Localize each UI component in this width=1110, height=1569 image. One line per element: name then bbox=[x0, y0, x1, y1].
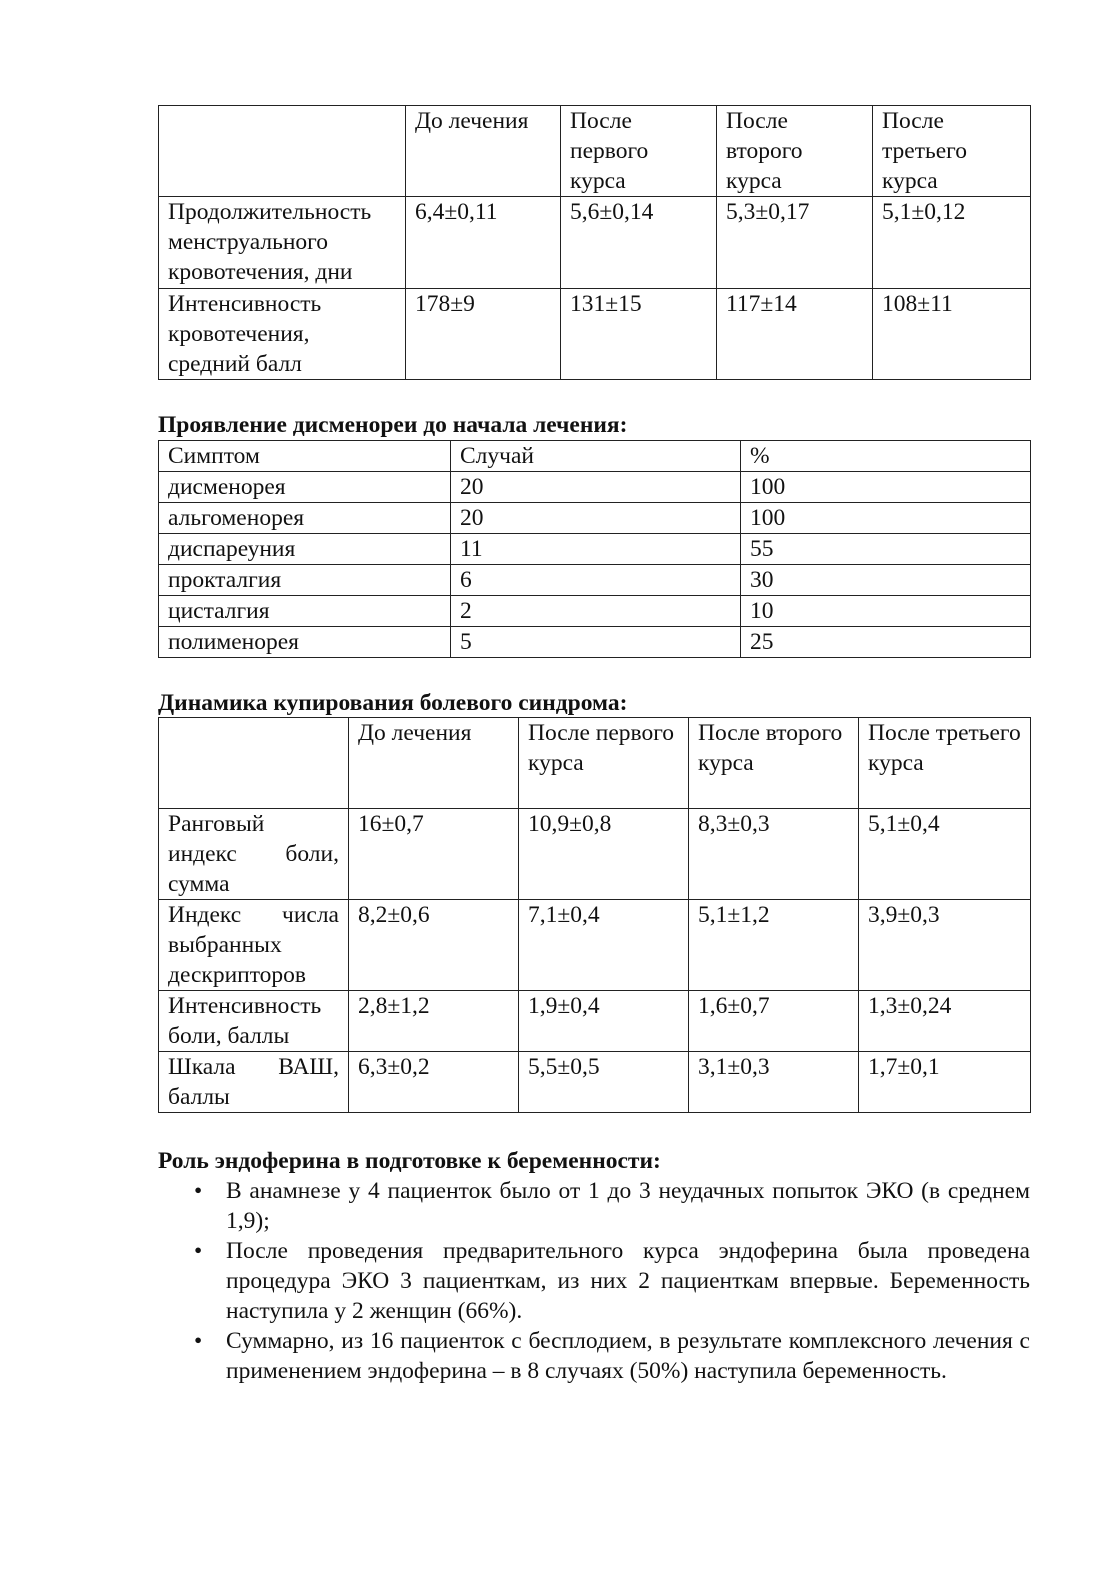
list-item-text: Суммарно, из 16 пациенток с бесплодием, … bbox=[226, 1328, 1030, 1384]
row-label-cell: Интенсивность боли, баллы bbox=[158, 990, 349, 1052]
endoferin-list: • В анамнезе у 4 пациенток было от 1 до 3… bbox=[158, 1176, 1030, 1386]
value-cell: 131±15 bbox=[560, 288, 717, 380]
header-cell: % bbox=[740, 440, 1031, 472]
header-row: До лечения После первого курса После второ… bbox=[158, 717, 1031, 809]
row-label-cell: альгоменорея bbox=[158, 502, 451, 534]
value-cell: 6 bbox=[450, 564, 741, 596]
header-cell: После первого курса bbox=[518, 717, 689, 809]
value-cell: 8,2±0,6 bbox=[348, 899, 519, 991]
endoferin-heading: Роль эндоферина в подготовке к беременно… bbox=[158, 1148, 661, 1174]
header-cell bbox=[158, 105, 406, 197]
table-row: Интенсивность кровотечения, средний балл… bbox=[158, 288, 1031, 380]
bullet-icon: • bbox=[194, 1178, 203, 1204]
value-cell: 100 bbox=[740, 471, 1031, 503]
value-cell: 3,1±0,3 bbox=[688, 1051, 859, 1113]
value-cell: 10 bbox=[740, 595, 1031, 627]
list-item: • В анамнезе у 4 пациенток было от 1 до 3… bbox=[158, 1176, 1030, 1236]
value-cell: 2,8±1,2 bbox=[348, 990, 519, 1052]
list-item-text: После проведения предварительного курса … bbox=[226, 1238, 1030, 1324]
row-label-cell: полименорея bbox=[158, 626, 451, 658]
header-row: Симптом Случай% bbox=[158, 440, 1031, 472]
value-cell: 5,1±0,12 bbox=[872, 196, 1031, 289]
table-row: Интенсивность боли, баллы 2,8±1,2 1,9±0,4 1… bbox=[158, 990, 1031, 1052]
value-cell: 5,6±0,14 bbox=[560, 196, 717, 289]
value-cell: 3,9±0,3 bbox=[858, 899, 1031, 991]
dysmenorrhea-table: Симптом Случай% дисменорея 20 100 альгоменоре… bbox=[158, 440, 1031, 658]
value-cell: 16±0,7 bbox=[348, 808, 519, 900]
list-item-text: В анамнезе у 4 пациенток было от 1 до 3 … bbox=[226, 1178, 1030, 1234]
value-cell: 6,4±0,11 bbox=[405, 196, 561, 289]
value-cell: 10,9±0,8 bbox=[518, 808, 689, 900]
header-row: До лечения После первого курса После второ… bbox=[158, 105, 1031, 197]
dysmenorrhea-heading: Проявление дисменореи до начала лечения: bbox=[158, 412, 628, 438]
value-cell: 1,9±0,4 bbox=[518, 990, 689, 1052]
value-cell: 5,1±0,4 bbox=[858, 808, 1031, 900]
value-cell: 117±14 bbox=[716, 288, 873, 380]
value-cell: 30 bbox=[740, 564, 1031, 596]
value-cell: 5,5±0,5 bbox=[518, 1051, 689, 1113]
table-row: диспареуния 11 55 bbox=[158, 533, 1031, 565]
value-cell: 1,6±0,7 bbox=[688, 990, 859, 1052]
value-cell: 11 bbox=[450, 533, 741, 565]
table-row: цисталгия 2 10 bbox=[158, 595, 1031, 627]
pain-dynamics-table: До лечения После первого курса После второ… bbox=[158, 717, 1031, 1113]
table-row: Шкала ВАШ, баллы 6,3±0,2 5,5±0,5 3,1±0,3 1,7… bbox=[158, 1051, 1031, 1113]
row-label-cell: Интенсивность кровотечения, средний балл bbox=[158, 288, 406, 380]
pain-dynamics-heading: Динамика купирования болевого синдрома: bbox=[158, 690, 628, 716]
value-cell: 5,1±1,2 bbox=[688, 899, 859, 991]
value-cell: 1,7±0,1 bbox=[858, 1051, 1031, 1113]
row-label-cell: дисменорея bbox=[158, 471, 451, 503]
table-row: Ранговый индекс боли, сумма 16±0,7 10,9±0,… bbox=[158, 808, 1031, 900]
row-label-cell: цисталгия bbox=[158, 595, 451, 627]
value-cell: 7,1±0,4 bbox=[518, 899, 689, 991]
header-cell: Симптом bbox=[158, 440, 451, 472]
value-cell: 6,3±0,2 bbox=[348, 1051, 519, 1113]
menstrual-bleeding-table: До лечения После первого курса После второ… bbox=[158, 105, 1031, 380]
header-cell: До лечения bbox=[405, 105, 561, 197]
header-cell: До лечения bbox=[348, 717, 519, 809]
header-cell: После второго курса bbox=[716, 105, 873, 197]
bullet-icon: • bbox=[194, 1328, 203, 1354]
header-cell: Случай bbox=[450, 440, 741, 472]
value-cell: 5,3±0,17 bbox=[716, 196, 873, 289]
value-cell: 8,3±0,3 bbox=[688, 808, 859, 900]
value-cell: 108±11 bbox=[872, 288, 1031, 380]
row-label-cell: Продолжительность менструального кровоте… bbox=[158, 196, 406, 289]
value-cell: 20 bbox=[450, 502, 741, 534]
list-item: • После проведения предварительного курса… bbox=[158, 1236, 1030, 1326]
value-cell: 20 bbox=[450, 471, 741, 503]
row-label-cell: Ранговый индекс боли, сумма bbox=[158, 808, 349, 900]
value-cell: 25 bbox=[740, 626, 1031, 658]
row-label-cell: диспареуния bbox=[158, 533, 451, 565]
row-label-cell: Шкала ВАШ, баллы bbox=[158, 1051, 349, 1113]
value-cell: 100 bbox=[740, 502, 1031, 534]
row-label-cell: Индекс числа выбранных дескрипторов bbox=[158, 899, 349, 991]
table-row: прокталгия 6 30 bbox=[158, 564, 1031, 596]
table-row: полименорея 5 25 bbox=[158, 626, 1031, 658]
header-cell: После третьего курса bbox=[872, 105, 1031, 197]
header-cell: После первого курса bbox=[560, 105, 717, 197]
list-item: • Суммарно, из 16 пациенток с бесплодием,… bbox=[158, 1326, 1030, 1386]
value-cell: 178±9 bbox=[405, 288, 561, 380]
value-cell: 2 bbox=[450, 595, 741, 627]
table-row: дисменорея 20 100 bbox=[158, 471, 1031, 503]
header-cell: После второго курса bbox=[688, 717, 859, 809]
table-row: альгоменорея 20 100 bbox=[158, 502, 1031, 534]
value-cell: 55 bbox=[740, 533, 1031, 565]
bullet-icon: • bbox=[194, 1238, 203, 1264]
row-label-cell: прокталгия bbox=[158, 564, 451, 596]
value-cell: 5 bbox=[450, 626, 741, 658]
table-row: Продолжительность менструального кровоте… bbox=[158, 196, 1031, 289]
value-cell: 1,3±0,24 bbox=[858, 990, 1031, 1052]
header-cell: После третьего курса bbox=[858, 717, 1031, 809]
header-cell bbox=[158, 717, 349, 809]
table-row: Индекс числа выбранных дескрипторов 8,2±0… bbox=[158, 899, 1031, 991]
